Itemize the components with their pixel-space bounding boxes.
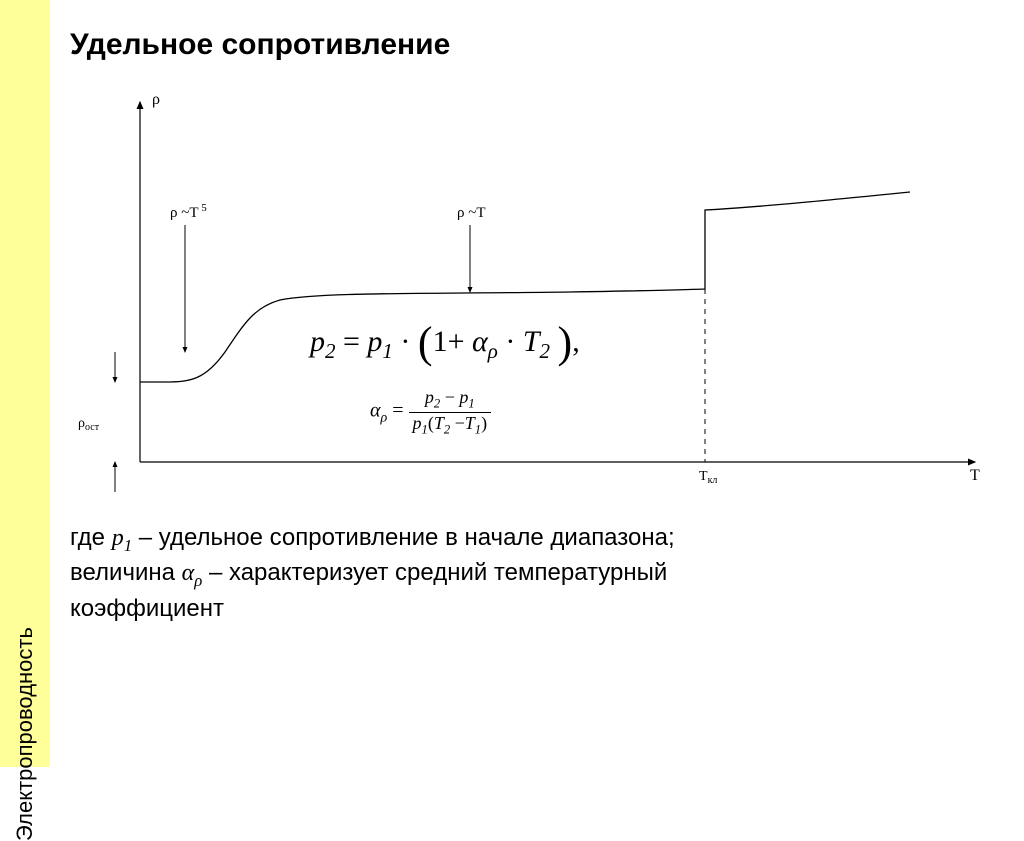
sidebar-label: Электропроводность <box>12 627 38 841</box>
chart-svg: ρ T Ткл ρост ρ ~T 5 ρ ~T <box>70 82 990 512</box>
equation-main: p2 = p1 · (1+ αρ · T2 ), <box>310 317 580 368</box>
resistivity-chart: ρ T Ткл ρост ρ ~T 5 ρ ~T p2 = p1 · (1+ αρ · T… <box>70 82 1004 512</box>
page-title: Удельное сопротивление <box>70 28 1004 62</box>
equation-alpha: αρ = p2 − p1 p1(T2 −T1) <box>370 387 491 437</box>
sidebar: Электропроводность <box>0 0 50 767</box>
svg-text:T: T <box>970 467 980 484</box>
svg-text:Ткл: Ткл <box>699 469 717 486</box>
svg-text:ρ ~T: ρ ~T <box>457 205 486 221</box>
svg-text:ρ ~T 5: ρ ~T 5 <box>170 202 207 221</box>
content: Удельное сопротивление ρ T Ткл ρост ρ ~T 5 ρ … <box>50 0 1024 767</box>
svg-text:ρ: ρ <box>152 91 160 108</box>
svg-text:ρост: ρост <box>78 416 100 433</box>
description: где p1 – удельное сопротивление в начале… <box>70 522 1004 625</box>
